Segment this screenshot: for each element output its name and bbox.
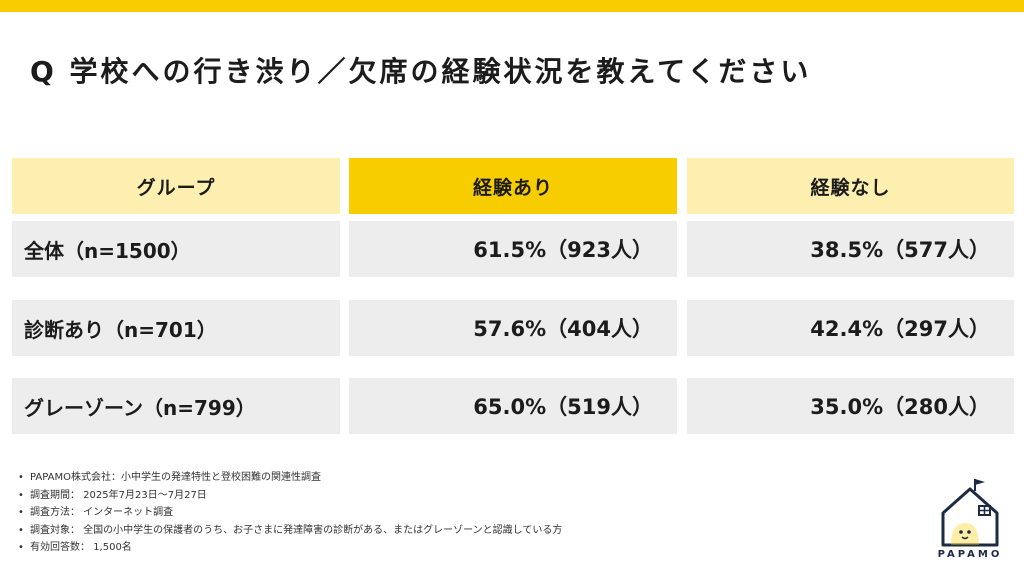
header-group: グループ	[12, 158, 340, 214]
row-overall-yes: 61.5%（923人）	[349, 221, 677, 277]
row-diagnosed-yes: 57.6%（404人）	[349, 300, 677, 356]
brand-logo-text: PAPAMO	[937, 549, 1003, 560]
house-icon	[941, 479, 999, 547]
row-overall-no: 38.5%（577人）	[687, 221, 1014, 277]
row-label-overall: 全体（n=1500）	[12, 221, 340, 277]
note-item: 調査対象： 全国の小中学生の保護者のうち、お子さまに発達障害の診断がある、または…	[18, 522, 562, 540]
row-label-diagnosed: 診断あり（n=701）	[12, 300, 340, 356]
note-item: 調査期間： 2025年7月23日〜7月27日	[18, 487, 562, 505]
row-grayzone-no: 35.0%（280人）	[687, 378, 1014, 434]
row-diagnosed-no: 42.4%（297人）	[687, 300, 1014, 356]
header-experienced: 経験あり	[349, 158, 677, 214]
note-item: 調査方法： インターネット調査	[18, 504, 562, 522]
page-title: Q 学校への行き渋り／欠席の経験状況を教えてください	[30, 55, 812, 88]
note-item: 有効回答数： 1,500名	[18, 539, 562, 557]
row-grayzone-yes: 65.0%（519人）	[349, 378, 677, 434]
note-item: PAPAMO株式会社：小中学生の発達特性と登校困難の関連性調査	[18, 469, 562, 487]
survey-notes: PAPAMO株式会社：小中学生の発達特性と登校困難の関連性調査 調査期間： 20…	[18, 469, 562, 557]
top-accent-bar	[0, 0, 1024, 12]
header-not-experienced: 経験なし	[687, 158, 1014, 214]
row-label-grayzone: グレーゾーン（n=799）	[12, 378, 340, 434]
